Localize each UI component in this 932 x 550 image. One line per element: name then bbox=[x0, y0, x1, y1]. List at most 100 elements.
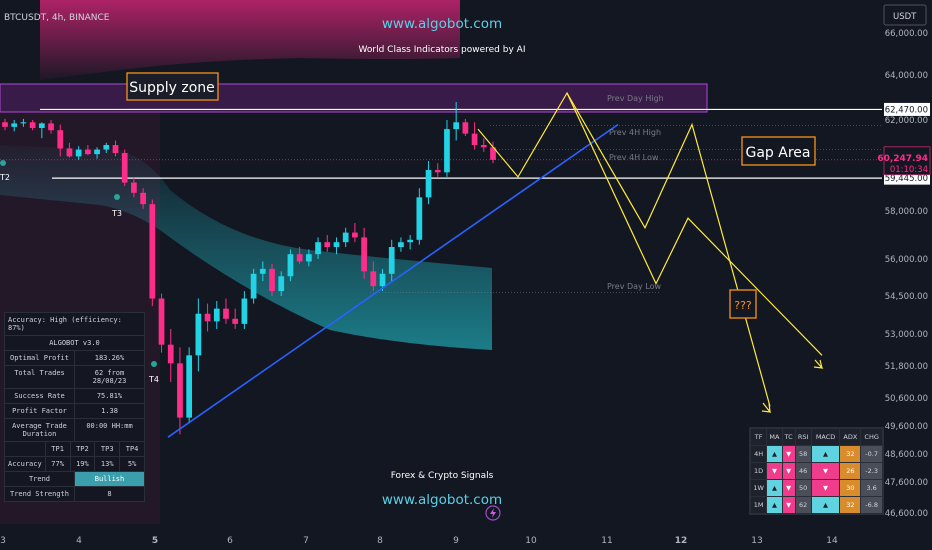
tf-cell: 26 bbox=[839, 462, 862, 480]
candle bbox=[296, 247, 303, 264]
tf-header-cell: TF bbox=[749, 428, 768, 446]
candle-body bbox=[416, 197, 423, 240]
candles bbox=[2, 102, 496, 435]
accuracy-header: Accuracy: High (efficiency: 87%) bbox=[8, 316, 122, 332]
candle-body bbox=[370, 271, 377, 287]
watermark-url-top: www.algobot.com bbox=[382, 16, 502, 32]
candle-body bbox=[324, 242, 331, 247]
y-tick-label: 66,000.00 bbox=[885, 29, 928, 39]
tf-cell: 58 bbox=[794, 445, 812, 463]
tf-cell: -2.3 bbox=[860, 462, 883, 480]
candle-body bbox=[361, 237, 367, 272]
stats-panel: Accuracy: High (efficiency: 87%) ALGOBOT… bbox=[4, 312, 145, 502]
candle bbox=[342, 227, 349, 247]
prev-day-high-label: Prev Day High bbox=[607, 94, 664, 103]
candle-body bbox=[2, 122, 8, 127]
candle bbox=[398, 237, 404, 252]
candle-body bbox=[140, 192, 146, 205]
tf-cell: 50 bbox=[794, 479, 812, 497]
candle-body bbox=[333, 242, 340, 247]
y-tick-label: 56,000.00 bbox=[885, 255, 928, 265]
projection-path-2 bbox=[566, 92, 771, 407]
candle bbox=[269, 263, 275, 296]
marker-t3: T3 bbox=[111, 209, 122, 218]
tp-accuracy: 19% bbox=[69, 457, 95, 471]
tf-cell: ▼ bbox=[781, 445, 796, 463]
candle bbox=[167, 328, 174, 382]
candle-body bbox=[305, 254, 312, 262]
tf-cell: 46 bbox=[794, 462, 812, 480]
candle-body bbox=[75, 149, 82, 157]
candle bbox=[416, 188, 423, 245]
candle bbox=[352, 223, 358, 243]
teal-cloud bbox=[0, 145, 492, 350]
candle-body bbox=[471, 133, 478, 146]
candle-body bbox=[186, 355, 193, 418]
candle-body bbox=[131, 182, 137, 193]
candle bbox=[20, 118, 27, 127]
candle bbox=[259, 261, 266, 282]
marker-t4: T4 bbox=[148, 375, 159, 384]
price-tag-high-text: 62,470.00 bbox=[885, 105, 928, 115]
candle-body bbox=[352, 232, 358, 238]
y-tick-label: 53,000.00 bbox=[885, 330, 928, 340]
prev-4h-low-label: Prev 4H Low bbox=[609, 153, 659, 162]
candle-body bbox=[149, 204, 156, 299]
candle bbox=[407, 235, 413, 250]
tf-header-cell: MACD bbox=[810, 428, 841, 446]
tf-row: 1W ▲ ▼ 50 ▼ 30 3.6 bbox=[749, 479, 883, 497]
stat-value: 1.38 bbox=[74, 404, 144, 418]
y-tick-label: 54,500.00 bbox=[885, 292, 928, 302]
level-lines bbox=[0, 108, 882, 293]
tf-header-cell: ADX bbox=[839, 428, 862, 446]
candle bbox=[195, 298, 202, 372]
trend-value: Bullish bbox=[74, 472, 144, 486]
stat-label: Profit Factor bbox=[12, 407, 67, 415]
marker-dot-t3 bbox=[114, 194, 120, 200]
last-price-box bbox=[883, 146, 931, 176]
candle-body bbox=[342, 232, 349, 243]
tf-cell: ▼ bbox=[810, 479, 841, 497]
x-tick-label: 9 bbox=[453, 536, 459, 546]
candle-body bbox=[112, 145, 119, 153]
x-tick-label: 7 bbox=[303, 536, 309, 546]
x-tick-label: 6 bbox=[227, 536, 233, 546]
projection-path bbox=[477, 91, 823, 356]
price-axis[interactable]: 66,000.00 64,000.00 62,000.00 58,000.00 56,0… bbox=[877, 29, 931, 519]
tf-cell: 32 bbox=[839, 445, 862, 463]
candle-body bbox=[241, 298, 248, 324]
candle-body bbox=[490, 147, 496, 160]
tp-accuracy: 5% bbox=[119, 457, 144, 471]
watermark-tagline: World Class Indicators powered by AI bbox=[359, 45, 526, 55]
tf-cell: ▲ bbox=[766, 479, 783, 497]
y-tick-label: 50,600.00 bbox=[885, 394, 928, 404]
candle-body bbox=[103, 145, 110, 150]
tf-cell: -6.8 bbox=[860, 496, 883, 514]
candle bbox=[480, 138, 487, 152]
tf-cell: 1M bbox=[749, 496, 768, 514]
y-tick-label: 48,600.00 bbox=[885, 450, 928, 460]
y-tick-label: 64,000.00 bbox=[885, 71, 928, 81]
candle-body bbox=[296, 254, 303, 262]
prev-day-low-label: Prev Day Low bbox=[607, 282, 662, 291]
tp-header: TP2 bbox=[69, 442, 95, 456]
pink-cloud bbox=[40, 0, 460, 80]
currency-button-box[interactable] bbox=[883, 4, 927, 26]
candle-body bbox=[444, 129, 450, 173]
tf-cell: 32 bbox=[839, 496, 862, 514]
time-axis[interactable]: 3 4 5 6 7 8 9 10 11 12 13 14 bbox=[0, 536, 838, 546]
gap-area-label: Gap Area bbox=[746, 145, 811, 161]
trend-overlays bbox=[167, 91, 824, 438]
candle bbox=[370, 261, 377, 292]
currency-button[interactable]: USDT bbox=[893, 12, 917, 22]
candle-body bbox=[177, 363, 183, 418]
candle-body bbox=[29, 122, 36, 128]
stat-value: 183.26% bbox=[74, 351, 144, 365]
price-tag-low-text: 59,445.00 bbox=[885, 174, 928, 184]
candle bbox=[186, 347, 193, 424]
version-label: ALGOBOT v3.0 bbox=[49, 339, 100, 347]
candle bbox=[121, 149, 128, 186]
lightning-icon[interactable] bbox=[485, 505, 501, 521]
prev-4h-high-label: Prev 4H High bbox=[609, 128, 661, 137]
tf-cell: -0.7 bbox=[860, 445, 883, 463]
